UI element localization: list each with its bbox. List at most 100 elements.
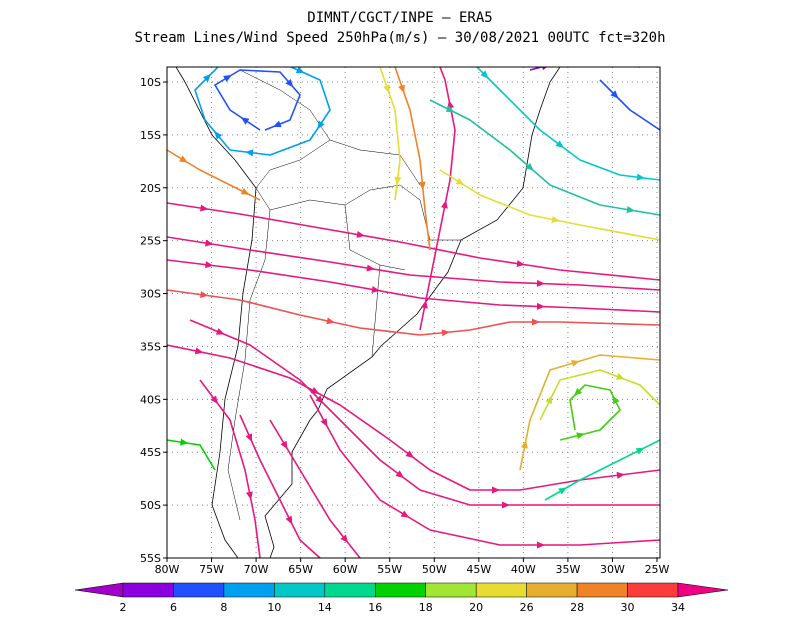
streamline [167, 202, 660, 281]
y-tick-label: 10S [140, 76, 161, 89]
streamline [167, 236, 660, 291]
streamline [475, 67, 660, 181]
arrowhead [532, 318, 540, 326]
arrowhead [200, 291, 209, 299]
coastline [175, 67, 561, 558]
streamline [529, 67, 640, 71]
arrowhead [616, 471, 625, 479]
colorbar-end [677, 582, 729, 598]
arrowhead [636, 173, 645, 181]
arrowhead [320, 418, 328, 427]
arrowhead [576, 432, 585, 440]
colorbar-segment [375, 582, 426, 598]
arrowhead [394, 176, 402, 185]
grid [167, 67, 660, 558]
x-tick-label: 25W [645, 563, 670, 576]
arrowhead [440, 200, 448, 209]
arrowhead [295, 67, 305, 74]
arrowhead [395, 470, 405, 478]
colorbar: 2 6 8 10 14 16 18 20 26 28 30 34 [74, 582, 729, 614]
arrowhead [317, 120, 325, 130]
arrowhead [492, 486, 500, 494]
arrowhead [371, 286, 380, 293]
colorbar-segment [425, 582, 477, 598]
arrowhead [214, 131, 223, 140]
streamline [309, 394, 660, 546]
x-tick-label: 70W [244, 563, 269, 576]
colorbar-label: 18 [419, 601, 433, 614]
streamline [519, 354, 660, 471]
arrowhead [204, 239, 214, 247]
streamline [167, 259, 660, 313]
y-tick-label: 45S [140, 446, 161, 459]
arrowhead [480, 70, 489, 79]
y-tick-label: 30S [140, 288, 161, 301]
arrowhead [179, 155, 188, 163]
arrowhead [280, 440, 288, 450]
arrowhead [240, 188, 250, 195]
x-tick-label: 35W [555, 563, 580, 576]
y-tick-label: 35S [140, 340, 161, 353]
x-tick-label: 60W [333, 563, 358, 576]
arrowhead [502, 501, 510, 509]
x-tick-label: 30W [600, 563, 625, 576]
arrowhead [202, 73, 212, 83]
arrowhead [285, 78, 294, 88]
x-tick-label: 40W [511, 563, 536, 576]
colorbar-segment [122, 582, 174, 598]
streamline [539, 369, 660, 421]
arrowhead [240, 117, 250, 125]
colorbar-segment [526, 582, 578, 598]
streamlines [167, 67, 660, 558]
y-tick-label: 25S [140, 235, 161, 248]
colorbar-segment [627, 582, 679, 598]
x-tick-label: 65W [288, 563, 313, 576]
arrowhead [272, 120, 282, 128]
arrowhead [245, 149, 254, 157]
title: DIMNT/CGCT/INPE – ERA5 [307, 10, 492, 26]
arrowhead [398, 84, 405, 94]
streamline [199, 379, 261, 558]
axes: 80W 75W 70W 65W 60W 55W 50W 45W 40W 35W 30W 25W 10S 1… [140, 76, 670, 576]
streamline [419, 67, 456, 331]
arrowhead [245, 491, 253, 500]
streamline [194, 67, 331, 156]
arrowhead [626, 206, 635, 213]
arrowhead [215, 328, 225, 335]
arrowhead [441, 329, 450, 337]
arrowhead [383, 84, 390, 94]
y-tick-label: 20S [140, 182, 161, 195]
arrowhead [285, 515, 293, 525]
streamline [429, 99, 660, 216]
map-area [167, 67, 660, 558]
arrowhead [445, 105, 455, 113]
arrowhead [418, 181, 426, 190]
arrowhead [400, 510, 410, 518]
arrowhead [223, 74, 232, 83]
colorbar-segment [576, 582, 628, 598]
arrowhead [573, 387, 583, 397]
colorbar-label: 16 [368, 601, 382, 614]
arrowhead [635, 447, 645, 455]
arrowhead [340, 534, 349, 543]
arrowhead [205, 261, 214, 269]
subtitle: Stream Lines/Wind Speed 250hPa(m/s) – 30… [134, 30, 665, 46]
arrowhead [405, 450, 415, 458]
colorbar-label: 26 [520, 601, 534, 614]
arrowhead [615, 373, 625, 380]
colorbar-label: 14 [318, 601, 332, 614]
colorbar-segment [274, 582, 326, 598]
arrowhead [356, 231, 365, 238]
streamline [189, 319, 660, 506]
colorbar-end [74, 582, 124, 598]
x-tick-label: 75W [199, 563, 224, 576]
arrowhead [541, 67, 550, 71]
streamline [439, 169, 660, 241]
plot-frame [166, 66, 661, 559]
colorbar-segment [475, 582, 527, 598]
y-tick-label: 55S [140, 552, 161, 565]
arrowhead [571, 360, 580, 367]
arrowhead [545, 395, 553, 405]
colorbar-label: 8 [220, 601, 227, 614]
